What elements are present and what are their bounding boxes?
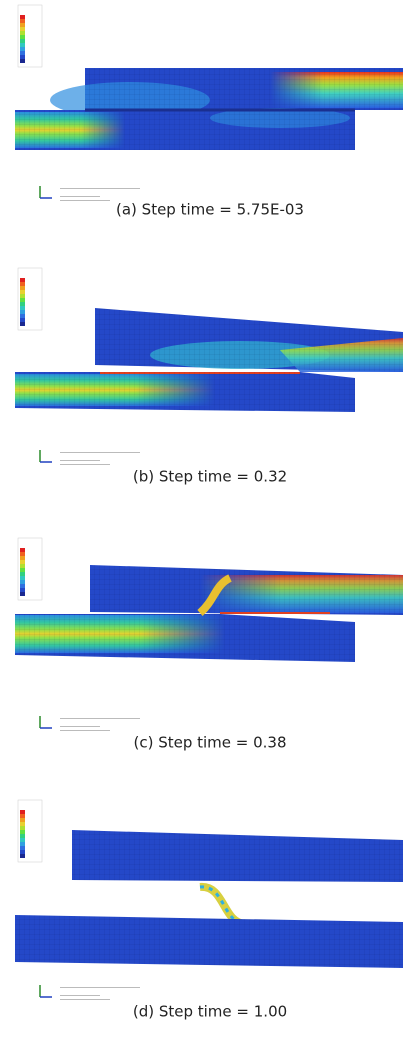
legend-swatch: [20, 318, 25, 322]
legend-swatch: [20, 588, 25, 592]
legend-swatch: [20, 19, 25, 23]
legend-swatch: [20, 43, 25, 47]
legend-swatch: [20, 572, 25, 576]
legend-swatch: [20, 556, 25, 560]
panel-a: (a) Step time = 5.75E-03: [15, 68, 403, 219]
legend-swatch: [20, 55, 25, 59]
info-text: [60, 718, 140, 719]
mesh: [72, 830, 403, 882]
legend-swatch: [20, 310, 25, 314]
info-text: [60, 995, 100, 996]
legend-swatch: [20, 302, 25, 306]
legend-swatch: [20, 23, 25, 27]
info-text: [60, 460, 100, 461]
mesh: [15, 372, 355, 412]
legend-swatch: [20, 826, 25, 830]
figure: (a) Step time = 5.75E-03 (b) Step time =…: [0, 0, 403, 1037]
legend-swatch: [20, 854, 25, 858]
legend-swatch: [20, 552, 25, 556]
legend-swatch: [20, 282, 25, 286]
info-text: [60, 196, 100, 197]
legend-swatch: [20, 842, 25, 846]
legend-swatch: [20, 568, 25, 572]
legend-swatch: [20, 814, 25, 818]
panel-d: (d) Step time = 1.00: [15, 830, 403, 1021]
legend-swatch: [20, 35, 25, 39]
panel-c: (c) Step time = 0.38: [15, 565, 403, 752]
legend-swatch: [20, 580, 25, 584]
legend-swatch: [20, 548, 25, 552]
caption: (a) Step time = 5.75E-03: [116, 201, 304, 219]
info-text: [60, 730, 110, 731]
legend-swatch: [20, 15, 25, 19]
legend-swatch: [20, 278, 25, 282]
panel-b: (b) Step time = 0.32: [15, 308, 403, 486]
legend-swatch: [20, 47, 25, 51]
legend-swatch: [20, 850, 25, 854]
legend-swatch: [20, 322, 25, 326]
legend-swatch: [20, 31, 25, 35]
info-text: [60, 726, 100, 727]
legend-swatch: [20, 314, 25, 318]
mesh: [15, 614, 355, 662]
legend-swatch: [20, 294, 25, 298]
legend-swatch: [20, 834, 25, 838]
legend-swatch: [20, 584, 25, 588]
info-text: [60, 200, 110, 201]
legend-swatch: [20, 27, 25, 31]
legend-swatch: [20, 39, 25, 43]
legend-swatch: [20, 59, 25, 63]
info-text: [60, 999, 110, 1000]
legend-swatch: [20, 298, 25, 302]
legend-swatch: [20, 838, 25, 842]
legend-swatch: [20, 576, 25, 580]
legend-swatch: [20, 810, 25, 814]
legend-swatch: [20, 830, 25, 834]
legend-swatch: [20, 560, 25, 564]
page-body: {"figure": {"panels": [ {"caption": "(a)…: [0, 0, 403, 1037]
legend-swatch: [20, 592, 25, 596]
info-text: [60, 987, 140, 988]
legend-swatch: [20, 306, 25, 310]
mesh: [90, 565, 403, 615]
legend-swatch: [20, 822, 25, 826]
legend-swatch: [20, 286, 25, 290]
caption: (b) Step time = 0.32: [133, 468, 287, 486]
info-text: [60, 452, 140, 453]
caption: (d) Step time = 1.00: [133, 1003, 287, 1021]
legend-swatch: [20, 818, 25, 822]
mesh: [95, 308, 403, 372]
info-text: [60, 464, 110, 465]
page: Step time panels html, body { margin: 0;…: [0, 0, 403, 1037]
legend-swatch: [20, 51, 25, 55]
caption: (c) Step time = 0.38: [133, 734, 286, 752]
legend-swatch: [20, 846, 25, 850]
mesh: [15, 915, 403, 968]
legend-swatch: [20, 290, 25, 294]
legend-swatch: [20, 564, 25, 568]
deformed-link: [200, 887, 245, 924]
mesh: [15, 110, 355, 150]
mesh: [85, 68, 403, 110]
info-text: [60, 188, 140, 189]
